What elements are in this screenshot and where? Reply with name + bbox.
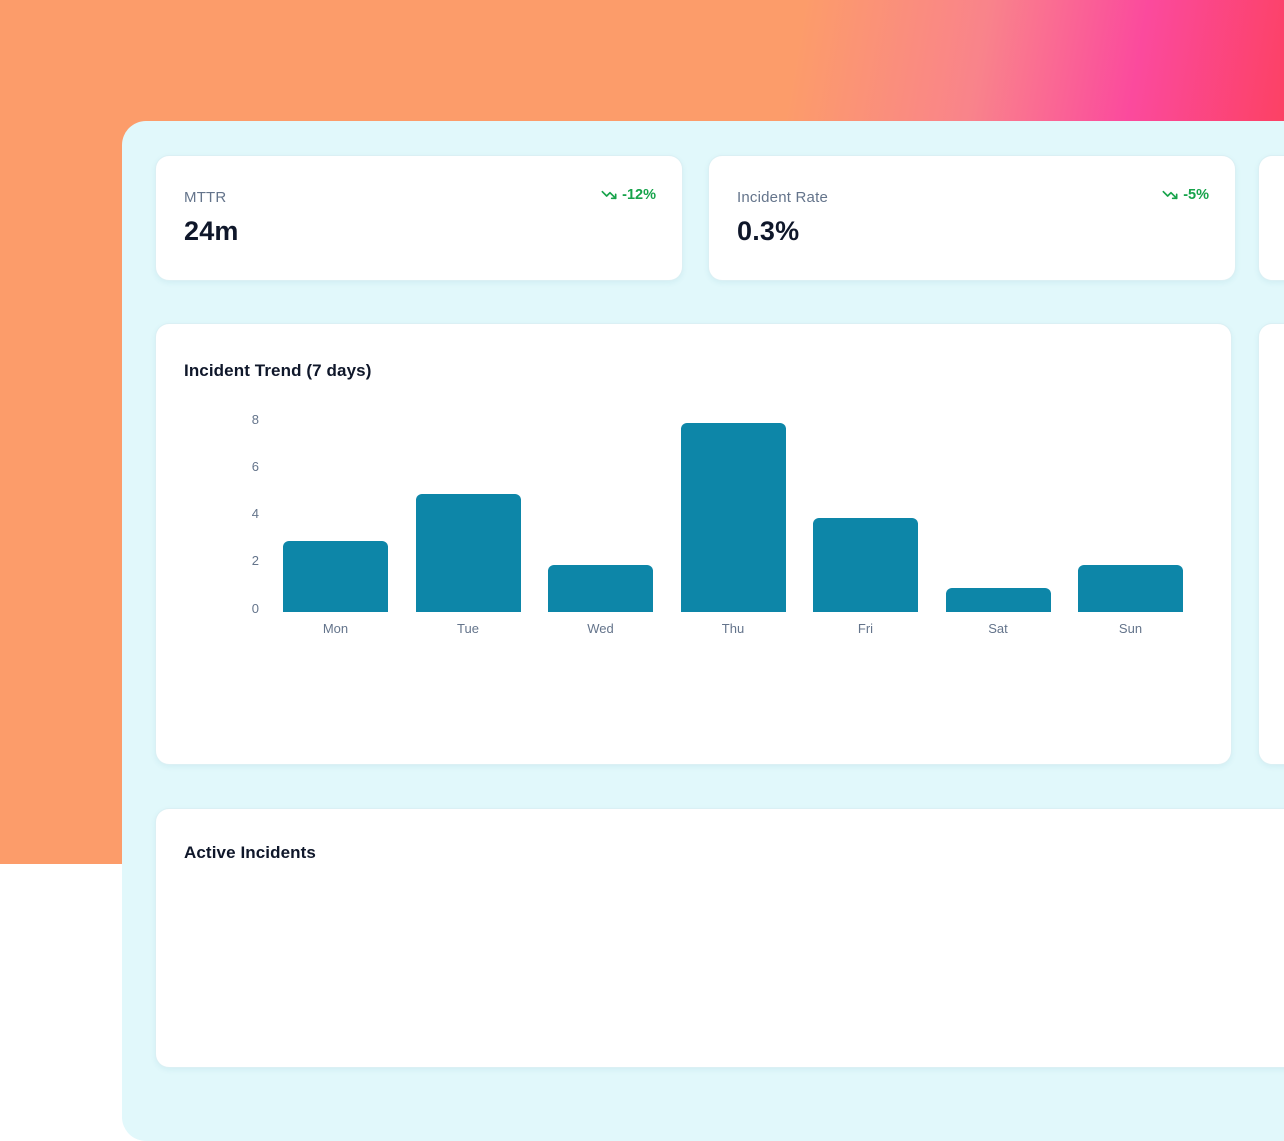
metric-trend: -5% [1162, 187, 1209, 203]
metric-value: 24m [184, 216, 239, 247]
x-axis-label: Sat [932, 621, 1065, 637]
chart-bar-fri[interactable] [813, 518, 918, 612]
active-incidents-card: Active Incidents [155, 808, 1284, 1068]
metric-trend: -12% [601, 187, 656, 203]
trend-value: -5% [1183, 187, 1209, 203]
y-axis-tick-label: 2 [214, 553, 259, 569]
chart-bar-mon[interactable] [283, 541, 388, 612]
chart-bar-sat[interactable] [946, 588, 1051, 612]
trend-value: -12% [622, 187, 656, 203]
metric-value: 0.3% [737, 216, 799, 247]
y-axis-tick-label: 6 [214, 459, 259, 475]
metric-label: Incident Rate [737, 189, 828, 206]
chart-bar-wed[interactable] [548, 565, 653, 612]
x-axis-label: Wed [534, 621, 667, 637]
chart-bar-thu[interactable] [681, 423, 786, 612]
dashboard-panel: MTTR 24m -12% Incident Rate 0.3% -5% [122, 121, 1284, 1141]
x-axis-label: Fri [799, 621, 932, 637]
metric-card-mttr: MTTR 24m -12% [155, 155, 683, 281]
x-axis-label: Thu [667, 621, 800, 637]
y-axis-tick-label: 8 [214, 412, 259, 428]
trending-down-icon [1162, 187, 1178, 203]
trending-down-icon [601, 187, 617, 203]
y-axis-tick-label: 4 [214, 506, 259, 522]
metric-label: MTTR [184, 189, 226, 206]
x-axis-label: Mon [269, 621, 402, 637]
x-axis-label: Tue [402, 621, 535, 637]
x-axis-label: Sun [1064, 621, 1197, 637]
active-incidents-title: Active Incidents [184, 843, 316, 863]
chart-bar-tue[interactable] [416, 494, 521, 612]
y-axis-tick-label: 0 [214, 601, 259, 617]
side-card-partial [1258, 323, 1284, 765]
metric-card-incident-rate: Incident Rate 0.3% -5% [708, 155, 1236, 281]
metric-card-partial [1258, 155, 1284, 281]
chart-bar-sun[interactable] [1078, 565, 1183, 612]
